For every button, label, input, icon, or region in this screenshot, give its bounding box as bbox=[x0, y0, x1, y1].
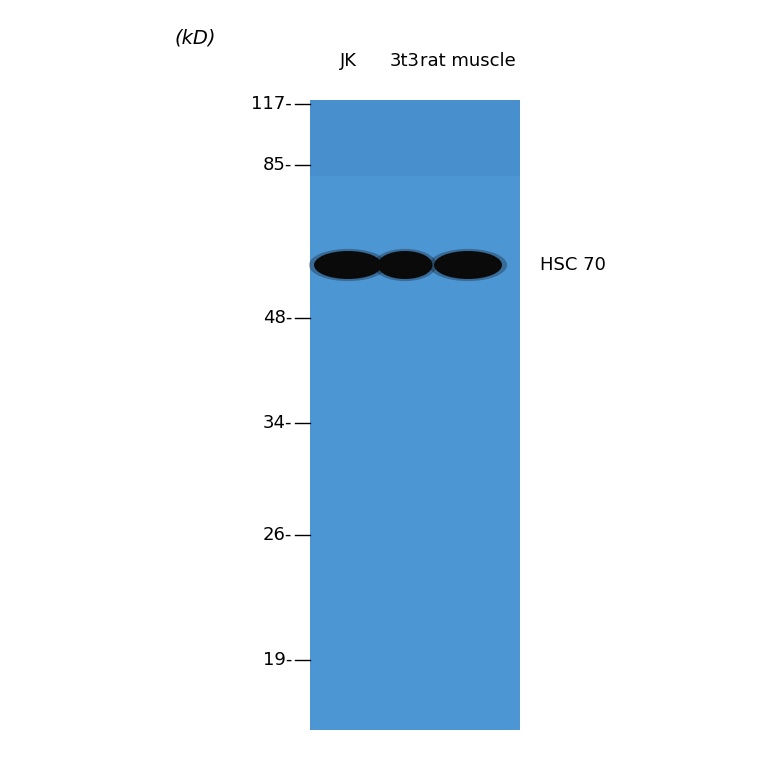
Text: (kD): (kD) bbox=[174, 28, 215, 47]
Bar bbox=[310, 100, 520, 176]
Text: 19-: 19- bbox=[263, 651, 292, 669]
Ellipse shape bbox=[374, 249, 436, 281]
Text: 117-: 117- bbox=[251, 95, 292, 113]
Text: 85-: 85- bbox=[263, 156, 292, 174]
Text: 48-: 48- bbox=[263, 309, 292, 327]
Text: 3t3: 3t3 bbox=[390, 52, 420, 70]
Ellipse shape bbox=[377, 251, 432, 279]
Bar bbox=[310, 100, 520, 730]
Text: JK: JK bbox=[339, 52, 357, 70]
Text: 34-: 34- bbox=[263, 414, 292, 432]
Ellipse shape bbox=[309, 249, 387, 281]
Text: 26-: 26- bbox=[263, 526, 292, 544]
Ellipse shape bbox=[314, 251, 382, 279]
Ellipse shape bbox=[429, 249, 507, 281]
Text: rat muscle: rat muscle bbox=[420, 52, 516, 70]
Text: HSC 70: HSC 70 bbox=[540, 256, 606, 274]
Ellipse shape bbox=[434, 251, 502, 279]
